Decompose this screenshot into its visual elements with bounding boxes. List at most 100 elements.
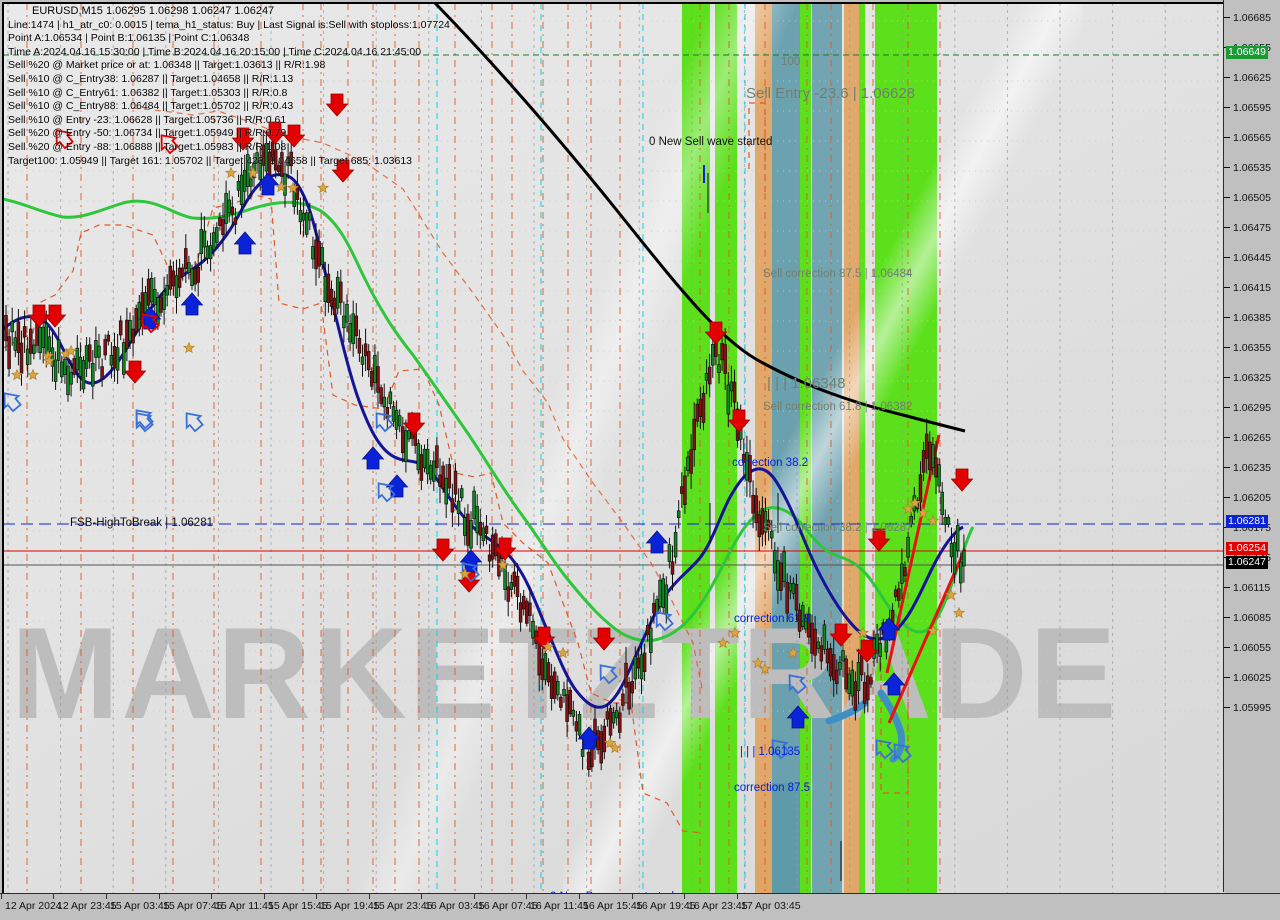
bearish-arrow-icon xyxy=(867,528,891,552)
time-tick-label: 16 Apr 19:45 xyxy=(636,900,696,912)
sell-entry-label: Sell Entry -23.6 | 1.06628 xyxy=(746,85,915,102)
time-tick-label: 17 Apr 03:45 xyxy=(741,900,801,912)
bullish-arrow-icon xyxy=(180,292,204,316)
price-tick: 1.06385 xyxy=(1224,312,1280,324)
price-tick: 1.06565 xyxy=(1224,132,1280,144)
red-trendline-2 xyxy=(887,548,967,724)
bearish-arrow-icon xyxy=(231,127,255,151)
bearish-arrow-icon xyxy=(532,626,556,650)
strategy-info-line: Point A:1.06534 | Point B:1.06135 | Poin… xyxy=(8,32,250,45)
time-tick-label: 15 Apr 11:45 xyxy=(215,900,274,912)
time-tick-label: 16 Apr 11:45 xyxy=(530,900,589,912)
slow-ma-line xyxy=(3,197,975,643)
time-tick-mark xyxy=(159,894,160,899)
star-marker-icon xyxy=(927,514,939,527)
price-tick: 1.06445 xyxy=(1224,252,1280,264)
hollow-arrow-icon xyxy=(655,611,674,632)
hollow-arrow-icon xyxy=(160,134,179,155)
star-marker-icon xyxy=(542,640,554,653)
time-tick-label: 15 Apr 15:45 xyxy=(268,900,328,912)
hollow-arrow-icon xyxy=(893,743,912,764)
price-tick: 1.06355 xyxy=(1224,342,1280,354)
hollow-arrow-icon xyxy=(875,739,894,760)
bearish-arrow-icon xyxy=(27,304,51,328)
correction-382-label: correction 38.2 xyxy=(732,457,809,469)
price-label-blue-level: 1.06281 xyxy=(1226,515,1268,528)
price-tick: 1.06235 xyxy=(1224,462,1280,474)
new-sell-wave-label: 0 New Sell wave started xyxy=(649,136,773,148)
time-tick-label: 15 Apr 03:45 xyxy=(110,900,170,912)
time-tick-mark xyxy=(632,894,633,899)
sell-correction-382-label: Sell correction 38.2 | 1.06287 xyxy=(763,522,913,534)
bearish-arrow-icon xyxy=(123,360,147,384)
star-marker-icon xyxy=(317,181,329,194)
trend-ma-line xyxy=(433,3,966,433)
star-marker-icon xyxy=(247,166,259,179)
bearish-arrow-icon xyxy=(493,537,517,561)
hollow-arrow-icon xyxy=(377,482,396,503)
blue-wave-marker-2 xyxy=(825,699,869,725)
time-tick-mark xyxy=(211,894,212,899)
time-tick-label: 12 Apr 2024 xyxy=(5,900,62,912)
hollow-arrow-icon xyxy=(375,412,394,433)
bearish-arrow-icon xyxy=(325,93,349,117)
time-tick-mark xyxy=(53,894,54,899)
time-tick-mark xyxy=(684,894,685,899)
star-marker-icon xyxy=(917,506,929,519)
star-marker-icon xyxy=(909,496,921,509)
time-tick-mark xyxy=(421,894,422,899)
time-tick-label: 16 Apr 23:45 xyxy=(688,900,748,912)
time-tick-mark xyxy=(579,894,580,899)
red-trendline-1 xyxy=(885,434,941,674)
candlestick-series xyxy=(4,129,966,777)
star-marker-icon xyxy=(459,567,471,580)
star-marker-icon xyxy=(557,646,569,659)
price-tick: 1.06475 xyxy=(1224,222,1280,234)
strategy-info-lines: Line:1474 | h1_atr_c0: 0.0015 | tema_h1_… xyxy=(8,19,450,169)
price-tick: 1.06685 xyxy=(1224,12,1280,24)
price-tick: 1.06535 xyxy=(1224,162,1280,174)
star-marker-icon xyxy=(787,646,799,659)
time-axis[interactable]: 12 Apr 2024 12 Apr 23:45 15 Apr 03:45 15 Ap… xyxy=(0,893,1280,920)
star-marker-icon xyxy=(225,166,237,179)
chart-header-info: EURUSD,M15 1.06295 1.06298 1.06247 1.062… xyxy=(8,5,450,168)
fib-box-mid xyxy=(748,102,766,199)
fib-envelope-upper xyxy=(3,194,704,834)
time-tick-mark xyxy=(526,894,527,899)
price-tick: 1.06265 xyxy=(1224,432,1280,444)
bearish-arrow-icon xyxy=(431,538,455,562)
star-marker-icon xyxy=(183,341,195,354)
price-tick: 1.06025 xyxy=(1224,672,1280,684)
bullish-arrow-icon xyxy=(577,726,601,750)
strategy-info-line: Sell %20 @ Entry -88: 1.06888 || Target:… xyxy=(8,140,287,153)
strategy-info-line: Time A:2024.04.16 15:30:00 | Time B:2024… xyxy=(8,45,422,58)
star-marker-icon xyxy=(275,180,287,193)
bearish-arrow-icon xyxy=(727,409,751,433)
point-c-label: | | | 1.06348 xyxy=(767,375,846,392)
blue-wave-marker xyxy=(877,689,905,763)
time-tick-mark xyxy=(737,894,738,899)
strategy-info-line: Sell %10 @ C_Entry88: 1.06484 || Target:… xyxy=(8,100,294,113)
new-buy-wave-label: 0 New Buy wave started xyxy=(550,891,674,893)
star-marker-icon xyxy=(759,662,771,675)
star-marker-icon xyxy=(43,354,55,367)
hollow-arrow-icon xyxy=(788,674,807,695)
price-axis[interactable]: 1.066851.066551.066251.065951.065651.065… xyxy=(1223,0,1280,892)
chart-plot-area[interactable]: MARKETZTRADE 100 Sell Entry -23.6 | 1.066… xyxy=(2,2,1225,893)
strategy-info-line: Sell %20 @ Entry -50: 1.06734 || Target:… xyxy=(8,127,287,140)
star-marker-icon xyxy=(27,368,39,381)
time-tick-label: 16 Apr 15:45 xyxy=(583,900,643,912)
bearish-arrow-icon xyxy=(950,468,974,492)
time-tick-mark xyxy=(264,894,265,899)
bearish-arrow-icon xyxy=(263,121,287,145)
fsb-high-to-break-label: FSB-HighToBreak | 1.06281 xyxy=(70,517,213,529)
strategy-info-line: Line:1474 | h1_atr_c0: 0.0015 | tema_h1_… xyxy=(8,18,450,31)
star-marker-icon xyxy=(717,636,729,649)
star-marker-icon xyxy=(729,626,741,639)
time-tick-label: 15 Apr 23:45 xyxy=(373,900,433,912)
bearish-arrow-icon xyxy=(282,124,306,148)
price-label-green-level: 1.06649 xyxy=(1226,46,1268,59)
price-label-bid-level: 1.06247 xyxy=(1226,556,1268,569)
symbol-ohlc-line: EURUSD,M15 1.06295 1.06298 1.06247 1.062… xyxy=(32,5,275,17)
